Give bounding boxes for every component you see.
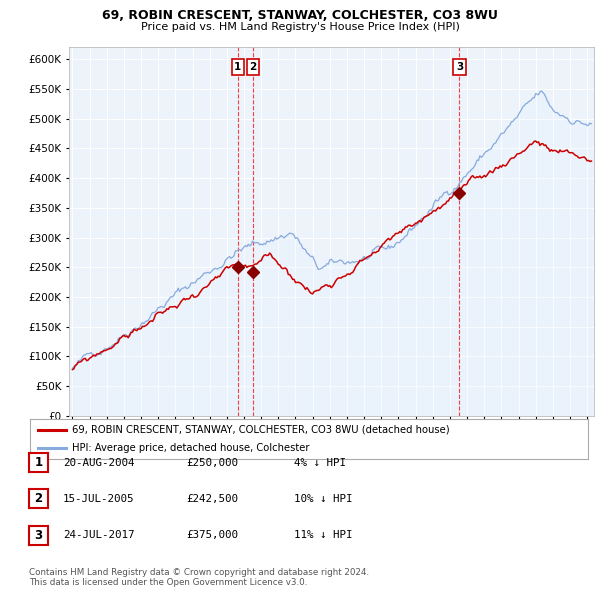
Text: 3: 3 <box>34 529 43 542</box>
Text: 15-JUL-2005: 15-JUL-2005 <box>63 494 134 503</box>
Text: 1: 1 <box>234 62 241 72</box>
Text: HPI: Average price, detached house, Colchester: HPI: Average price, detached house, Colc… <box>72 443 310 453</box>
Text: 2: 2 <box>250 62 257 72</box>
Text: 11% ↓ HPI: 11% ↓ HPI <box>294 530 353 540</box>
Text: £242,500: £242,500 <box>186 494 238 503</box>
Text: 24-JUL-2017: 24-JUL-2017 <box>63 530 134 540</box>
Text: 69, ROBIN CRESCENT, STANWAY, COLCHESTER, CO3 8WU (detached house): 69, ROBIN CRESCENT, STANWAY, COLCHESTER,… <box>72 425 449 435</box>
Text: 3: 3 <box>456 62 463 72</box>
Text: 4% ↓ HPI: 4% ↓ HPI <box>294 458 346 467</box>
Text: £250,000: £250,000 <box>186 458 238 467</box>
Text: 10% ↓ HPI: 10% ↓ HPI <box>294 494 353 503</box>
Text: 69, ROBIN CRESCENT, STANWAY, COLCHESTER, CO3 8WU: 69, ROBIN CRESCENT, STANWAY, COLCHESTER,… <box>102 9 498 22</box>
Text: Contains HM Land Registry data © Crown copyright and database right 2024.
This d: Contains HM Land Registry data © Crown c… <box>29 568 369 587</box>
Text: 2: 2 <box>34 492 43 505</box>
Text: Price paid vs. HM Land Registry's House Price Index (HPI): Price paid vs. HM Land Registry's House … <box>140 22 460 32</box>
Text: 20-AUG-2004: 20-AUG-2004 <box>63 458 134 467</box>
Text: 1: 1 <box>34 456 43 469</box>
Text: £375,000: £375,000 <box>186 530 238 540</box>
